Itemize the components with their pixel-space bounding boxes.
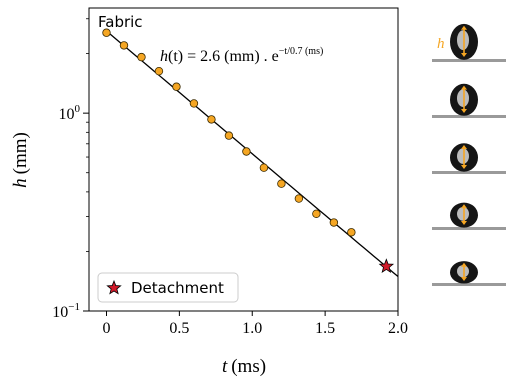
data-point: [347, 228, 356, 237]
droplet-highlight: [457, 265, 469, 278]
y-tick-label: 10−1: [52, 301, 80, 321]
height-arrow-head: [461, 53, 467, 57]
panel-label: Fabric: [98, 13, 143, 31]
height-arrow-head: [461, 277, 467, 281]
legend: Detachment: [97, 272, 239, 303]
data-point: [154, 66, 164, 76]
x-tick-label: 1.0: [242, 320, 262, 337]
legend-label: Detachment: [131, 279, 224, 297]
legend-box: [97, 272, 239, 303]
data-point: [277, 179, 286, 188]
data-point: [312, 209, 321, 218]
droplet-snapshot: [432, 83, 506, 118]
y-tick-label-base: 10: [52, 304, 68, 321]
data-point: [224, 131, 234, 140]
droplet-highlight: [457, 89, 469, 107]
y-axis-label: h (mm): [10, 132, 31, 188]
data-point: [119, 41, 129, 50]
substrate: [432, 227, 506, 230]
height-arrow-head: [461, 204, 467, 209]
height-arrow-head: [461, 109, 467, 113]
y-axis-label-var: h: [10, 178, 31, 188]
substrate: [432, 171, 506, 174]
height-arrow-head: [461, 85, 467, 90]
data-point: [172, 82, 181, 91]
height-arrow-head: [461, 145, 467, 150]
fit-line: [106, 30, 399, 278]
x-axis-label: t (ms): [222, 356, 266, 377]
droplet-snapshot: [432, 143, 506, 174]
height-arrow-head: [461, 262, 467, 267]
fit-equation-var: h: [160, 48, 168, 65]
x-tick-label: 0.5: [169, 320, 189, 337]
data-point: [189, 99, 199, 108]
data-points: [102, 28, 356, 237]
data-point: [294, 194, 304, 203]
droplet-highlight: [457, 30, 469, 50]
data-point: [242, 147, 251, 156]
height-arrow-head: [461, 25, 467, 30]
snapshot-height-label: h: [437, 36, 445, 52]
droplet-snapshot: [432, 202, 506, 230]
fit-equation-body: (t) = 2.6 (mm) . e: [168, 48, 279, 65]
droplet-snapshot: [432, 261, 506, 286]
substrate: [432, 283, 506, 286]
fit-equation: h(t) = 2.6 (mm) . e−t/0.7 (ms): [160, 46, 323, 65]
y-axis-label-unit: (mm): [10, 132, 31, 174]
droplet-snapshots: [432, 23, 506, 286]
data-point: [102, 28, 111, 37]
detachment-star: [378, 258, 395, 273]
x-axis-label-unit: (ms): [231, 356, 266, 377]
droplet-snapshot: [432, 23, 506, 62]
x-tick-label: 2.0: [388, 320, 408, 337]
x-axis-label-var: t: [222, 356, 228, 377]
fit-equation-exponent: −t/0.7 (ms): [279, 46, 324, 57]
y-tick-label: 100: [59, 103, 81, 123]
legend-star-marker: [106, 279, 122, 295]
substrate: [432, 59, 506, 62]
detachment-markers: [378, 258, 395, 273]
droplet-highlight: [457, 148, 469, 164]
data-point: [207, 115, 216, 124]
y-tick-label-exponent: −1: [68, 301, 80, 313]
substrate: [432, 115, 506, 118]
data-point: [137, 52, 146, 62]
y-tick-label-base: 10: [59, 106, 75, 123]
height-arrow-head: [461, 165, 467, 169]
height-arrow-head: [461, 221, 467, 225]
data-point: [259, 163, 269, 172]
x-tick-label: 1.5: [315, 320, 335, 337]
plot-frame: [88, 7, 399, 312]
droplet-highlight: [457, 207, 469, 221]
data-point: [329, 218, 339, 227]
y-tick-label-exponent: 0: [75, 103, 81, 115]
x-axis-ticks: 0 0.5 1.0 1.5 2.0: [102, 311, 408, 337]
x-tick-label: 0: [102, 320, 110, 337]
